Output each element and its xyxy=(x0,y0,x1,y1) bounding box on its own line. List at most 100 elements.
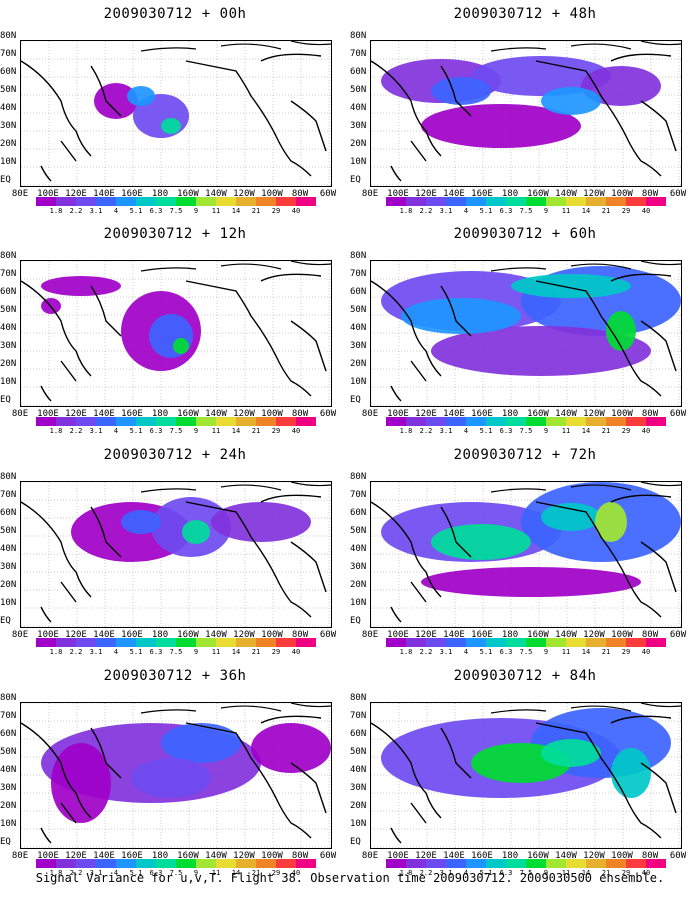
lon-tick-label: 100W xyxy=(261,851,283,861)
lon-tick-label: 160E xyxy=(471,851,493,861)
lon-tick-label: 120W xyxy=(233,189,255,199)
panel-title: 2009030712 + 48h xyxy=(453,6,597,22)
variance-contour xyxy=(131,758,211,798)
colorbar-swatch xyxy=(56,638,76,647)
lat-tick-label: 40N xyxy=(0,323,17,333)
lon-tick-label: 120E xyxy=(65,409,87,419)
variance-contour xyxy=(431,326,651,376)
colorbar-label: 3.1 xyxy=(439,427,453,435)
lat-tick-label: EQ xyxy=(0,175,11,185)
lat-tick-label: 40N xyxy=(350,765,367,775)
colorbar-labels: 1.8 2.2 3.1 4 5.1 6.3 7.5 9 11 14 21 29 40 xyxy=(386,869,666,878)
variance-contour xyxy=(511,274,631,298)
lat-tick-label: 30N xyxy=(0,121,17,131)
colorbar-swatch xyxy=(176,417,196,426)
colorbar-label: 5.1 xyxy=(479,648,493,656)
panel-title: 2009030712 + 00h xyxy=(103,6,247,22)
colorbar-swatch xyxy=(446,859,466,868)
colorbar-swatch xyxy=(506,638,526,647)
colorbar-label: 4 xyxy=(463,648,469,656)
map-plot xyxy=(370,481,682,628)
lon-tick-label: 160E xyxy=(121,189,143,199)
lat-tick-label: 40N xyxy=(350,544,367,554)
lat-tick-label: 80N xyxy=(350,472,367,482)
colorbar-swatch xyxy=(426,859,446,868)
colorbar-label: 11 xyxy=(561,427,571,435)
colorbar-swatch xyxy=(176,859,196,868)
colorbar-swatch xyxy=(136,638,156,647)
variance-contour xyxy=(121,510,161,534)
lat-tick-label: 30N xyxy=(0,783,17,793)
colorbar-label: 7.5 xyxy=(519,869,533,877)
map-panel: 2009030712 + 72h 80N 70N 60N 50N 40N 30N 20N 10N… xyxy=(350,441,700,661)
colorbar-label: 21 xyxy=(251,427,261,435)
variance-contour xyxy=(431,524,531,560)
lon-tick-label: 100E xyxy=(37,189,59,199)
lon-tick-label: 140W xyxy=(555,630,577,640)
coastline-asia xyxy=(21,280,122,402)
colorbar-label: 2.2 xyxy=(69,648,83,656)
lon-tick-label: 60W xyxy=(319,851,337,861)
lat-tick-label: 80N xyxy=(350,31,367,41)
colorbar-label: 3.1 xyxy=(89,648,103,656)
colorbar-swatch xyxy=(566,638,586,647)
map-panel: 2009030712 + 12h 80N 70N 60N 50N 40N 30N 20N 10N… xyxy=(0,220,350,440)
colorbar-label: 9 xyxy=(193,207,199,215)
colorbar-label: 5.1 xyxy=(129,207,143,215)
lon-tick-label: 100W xyxy=(261,630,283,640)
lon-tick-label: 100E xyxy=(387,409,409,419)
variance-contour xyxy=(173,338,189,354)
colorbar-swatch xyxy=(76,638,96,647)
colorbar-label: 14 xyxy=(581,427,591,435)
colorbar-swatch xyxy=(586,638,606,647)
colorbar-swatch xyxy=(646,638,666,647)
variance-contour xyxy=(51,743,111,823)
colorbar-label: 21 xyxy=(601,648,611,656)
colorbar-swatch xyxy=(296,417,316,426)
coastline-asia xyxy=(371,501,472,623)
lat-tick-label: 20N xyxy=(350,139,367,149)
colorbar-label: 7.5 xyxy=(519,648,533,656)
colorbar-swatch xyxy=(276,859,296,868)
colorbar-labels: 1.8 2.2 3.1 4 5.1 6.3 7.5 9 11 14 21 29 40 xyxy=(386,648,666,657)
colorbar-label: 3.1 xyxy=(89,207,103,215)
colorbar xyxy=(386,638,666,647)
panel-title: 2009030712 + 60h xyxy=(453,226,597,242)
variance-contour xyxy=(182,520,210,544)
lon-tick-label: 120W xyxy=(233,630,255,640)
lon-tick-label: 140E xyxy=(443,189,465,199)
lon-tick-label: 80W xyxy=(641,409,659,419)
panel-title: 2009030712 + 12h xyxy=(103,226,247,242)
colorbar-label: 4 xyxy=(113,869,119,877)
lat-tick-label: 40N xyxy=(0,544,17,554)
colorbar-label: 4 xyxy=(463,869,469,877)
colorbar-label: 6.3 xyxy=(149,427,163,435)
lon-tick-label: 80E xyxy=(361,409,379,419)
map-panel: 2009030712 + 24h 80N 70N 60N 50N 40N 30N 20N 10N… xyxy=(0,441,350,661)
lon-tick-label: 160W xyxy=(177,630,199,640)
colorbar-swatch xyxy=(156,417,176,426)
lat-tick-label: 70N xyxy=(0,711,17,721)
lon-tick-label: 100W xyxy=(611,630,633,640)
lon-tick-label: 140E xyxy=(93,630,115,640)
colorbar-swatch xyxy=(196,197,216,206)
lon-tick-label: 160W xyxy=(177,189,199,199)
colorbar-label: 5.1 xyxy=(129,648,143,656)
colorbar-swatch xyxy=(606,417,626,426)
colorbar-label: 29 xyxy=(621,869,631,877)
variance-contour xyxy=(127,86,155,106)
lat-tick-label: 30N xyxy=(0,341,17,351)
colorbar-labels: 1.8 2.2 3.1 4 5.1 6.3 7.5 9 11 14 21 29 40 xyxy=(36,648,316,657)
panel-title: 2009030712 + 84h xyxy=(453,668,597,684)
colorbar-labels: 1.8 2.2 3.1 4 5.1 6.3 7.5 9 11 14 21 29 40 xyxy=(386,207,666,216)
coastline-arctic xyxy=(140,261,331,272)
colorbar-swatch xyxy=(236,197,256,206)
colorbar-swatch xyxy=(546,638,566,647)
variance-contour xyxy=(595,502,627,542)
colorbar-swatch xyxy=(566,417,586,426)
lat-tick-label: 20N xyxy=(0,139,17,149)
coastline-asia xyxy=(21,60,122,182)
lon-tick-label: 120W xyxy=(233,409,255,419)
lat-tick-label: 50N xyxy=(0,747,17,757)
lat-tick-label: 20N xyxy=(0,359,17,369)
